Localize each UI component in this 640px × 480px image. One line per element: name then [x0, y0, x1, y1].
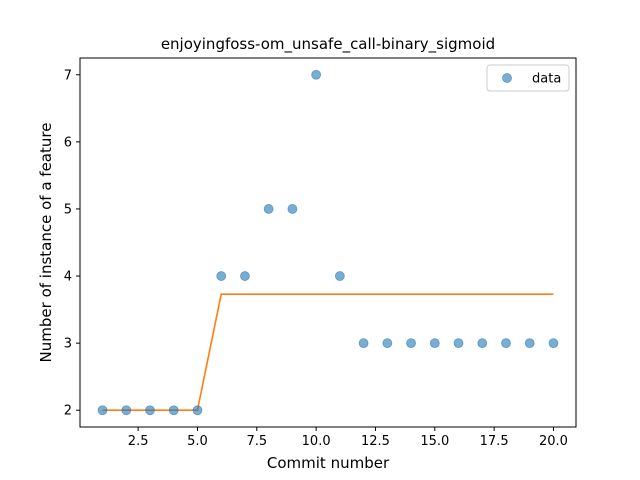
chart-title: enjoyingfoss-om_unsafe_call-binary_sigmo… [161, 35, 495, 54]
x-tick-label: 17.5 [480, 434, 509, 449]
x-tick-label: 10.0 [302, 434, 331, 449]
x-tick-label: 15.0 [420, 434, 449, 449]
data-point [548, 338, 559, 349]
y-tick-label: 5 [64, 202, 72, 217]
y-tick-label: 7 [64, 68, 72, 83]
y-tick-label: 6 [64, 135, 72, 150]
data-point [121, 405, 132, 416]
ticks: 2.5 5.0 7.5 10.0 12.5 15.0 17.5 20.0 2 3 4 5 6 7 [64, 68, 568, 449]
y-tick-label: 3 [64, 337, 72, 352]
data-point [334, 271, 345, 281]
legend: data [486, 64, 570, 92]
y-tick-label: 4 [64, 270, 72, 285]
x-tick-label: 12.5 [361, 434, 390, 449]
x-tick-label: 5.0 [187, 434, 208, 449]
x-axis-label: Commit number [267, 454, 390, 472]
data-point [240, 271, 250, 281]
data-point [287, 204, 298, 214]
legend-box [486, 64, 570, 92]
data-point [382, 338, 393, 349]
data-point [311, 69, 322, 80]
x-tick-label: 20.0 [539, 434, 568, 449]
data-point [97, 405, 108, 416]
y-tick-label: 2 [64, 404, 72, 419]
data-point [524, 338, 535, 349]
data-point [145, 405, 155, 416]
data-point [358, 338, 369, 349]
data-point [429, 338, 440, 349]
data-point [477, 338, 488, 349]
y-axis-label: Number of instance of a feature [37, 123, 55, 363]
data-point [192, 405, 203, 416]
legend-label: data [532, 72, 561, 87]
plot-area [97, 69, 559, 416]
data-point [263, 204, 274, 214]
data-point [168, 405, 179, 416]
x-tick-label: 7.5 [246, 434, 267, 449]
data-point [453, 338, 464, 349]
x-tick-label: 2.5 [128, 434, 149, 449]
data-point [501, 338, 511, 349]
axes-frame [79, 57, 577, 428]
data-point [406, 338, 416, 349]
data-point [216, 271, 227, 281]
legend-marker [502, 73, 512, 83]
